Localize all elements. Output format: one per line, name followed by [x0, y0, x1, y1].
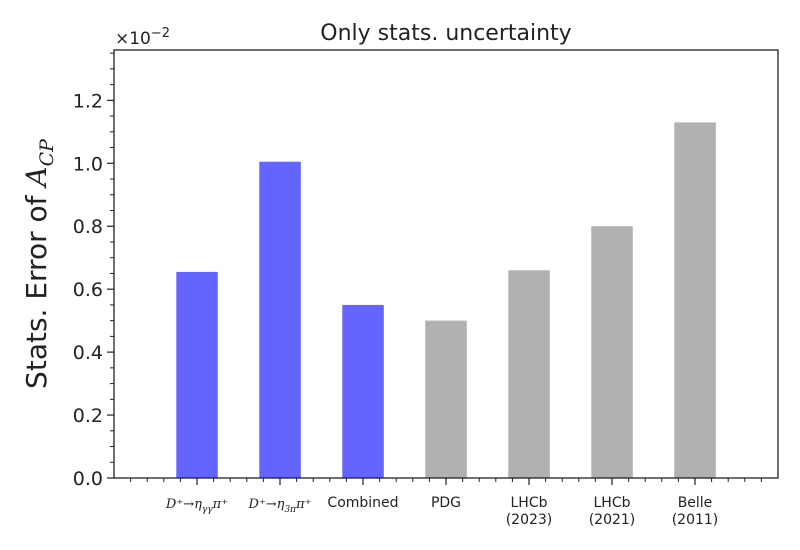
x-tick-label: Combined: [327, 495, 398, 511]
y-tick-label: 1.2: [73, 90, 103, 112]
bars-group: [176, 122, 716, 479]
x-tick-label: (2021): [589, 512, 636, 528]
bar-3: [342, 304, 384, 478]
y-tick-label: 0.6: [73, 279, 103, 301]
y-axis-label-prefix: Stats. Error of: [20, 187, 53, 389]
x-tick-label: Belle: [678, 495, 713, 511]
x-tick-label: D⁺→η3ππ⁺: [247, 497, 311, 515]
y-axis-label-subscript: CP: [36, 138, 58, 167]
y-tick-label: 0.4: [73, 342, 103, 364]
x-tick-label: (2011): [672, 512, 719, 528]
y-tick-label: 0.2: [73, 405, 103, 427]
plot-frame: [113, 49, 779, 479]
x-tick-label: LHCb: [594, 495, 631, 511]
y-tick-label: 1.0: [73, 153, 103, 175]
bar-4: [425, 320, 467, 478]
bar-5: [508, 270, 550, 478]
x-tick-label: LHCb: [511, 495, 548, 511]
y-axis-label-symbol: A: [20, 166, 53, 189]
y-offset-base: ×10: [115, 29, 151, 49]
bar-2: [259, 161, 301, 478]
bar-7: [674, 122, 716, 479]
x-tick-label: (2023): [506, 512, 553, 528]
y-tick-label: 0.8: [73, 216, 103, 238]
x-tick-label: D⁺→ηγγπ⁺: [165, 497, 228, 515]
y-tick-label: 0.0: [73, 468, 103, 490]
y-axis-offset-label: ×10−2: [115, 26, 170, 49]
bar-1: [176, 271, 218, 478]
y-axis-label: Stats. Error of ACP: [20, 138, 58, 389]
chart-title: Only stats. uncertainty: [320, 21, 571, 46]
y-ticks-group: 0.0 0.2 0.4 0.6 0.8 1.0 1.2: [73, 52, 114, 490]
bar-6: [591, 226, 633, 478]
x-tick-label: PDG: [431, 495, 461, 511]
y-offset-exponent: −2: [151, 26, 170, 41]
x-ticks-group: D⁺→ηγγπ⁺ D⁺→η3ππ⁺ Combined PDG LHCb(2023)LHC…: [130, 478, 762, 528]
